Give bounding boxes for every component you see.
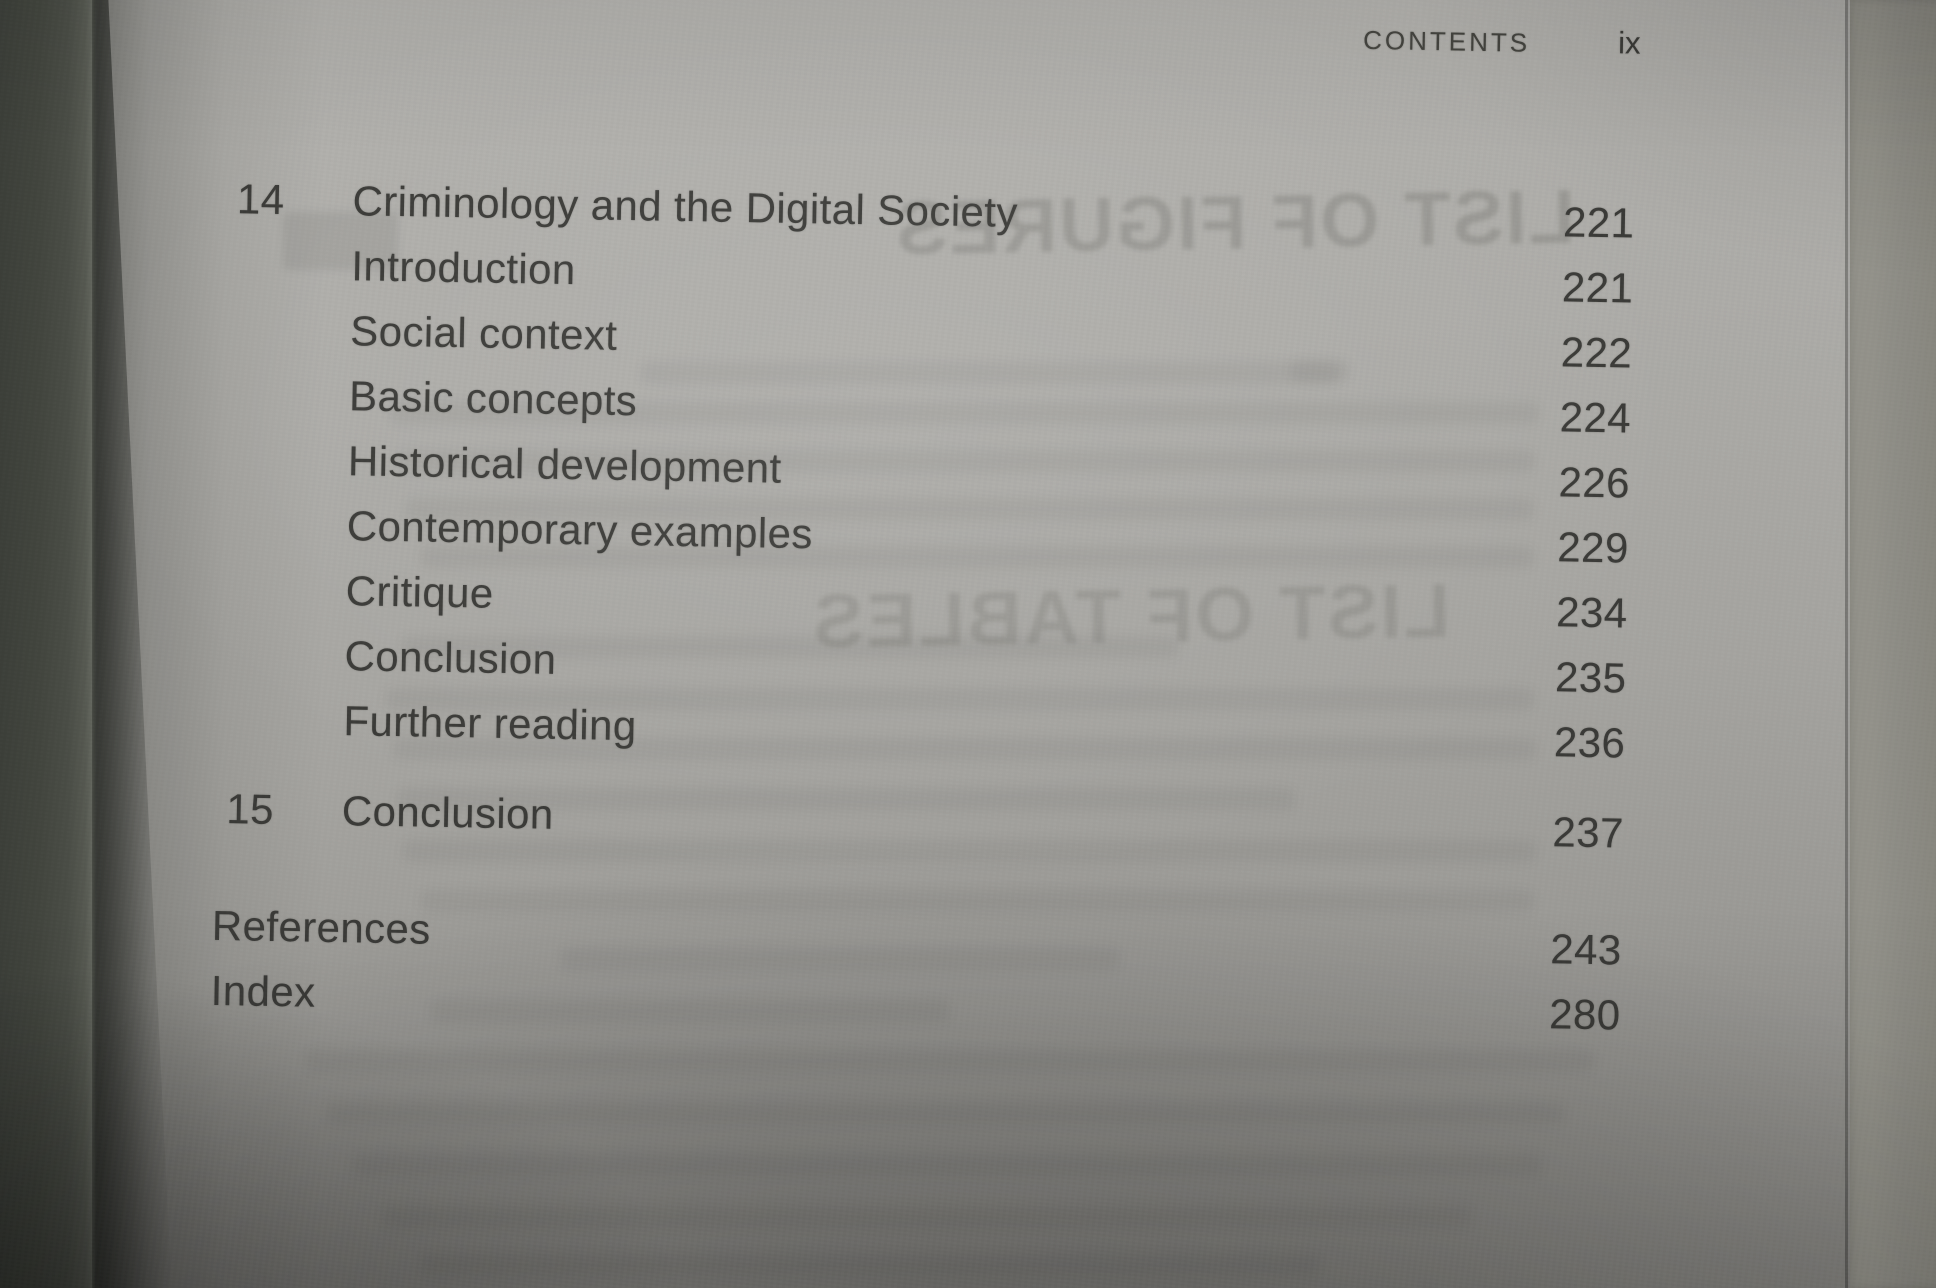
entry-page-number: 234 bbox=[1555, 588, 1628, 637]
entry-page-number: 235 bbox=[1554, 653, 1627, 702]
chapter-number bbox=[223, 278, 283, 279]
contents-header: CONTENTS bbox=[1362, 24, 1531, 58]
entry-page-number: 221 bbox=[1561, 263, 1634, 312]
chapter-number bbox=[218, 603, 278, 604]
toc-entry-row: 15 Conclusion 237 bbox=[213, 776, 1624, 866]
entry-page-number: 226 bbox=[1558, 458, 1631, 507]
table-of-contents: 14 Criminology and the Digital Society 2… bbox=[210, 166, 1635, 1047]
page-stack-edge bbox=[1845, 0, 1936, 1288]
paper-page bbox=[95, 0, 1936, 1288]
entry-page-number: 280 bbox=[1548, 990, 1621, 1039]
book-gutter-edge bbox=[0, 0, 97, 1288]
entry-page-number: 229 bbox=[1557, 523, 1630, 572]
entry-title: Conclusion bbox=[341, 787, 555, 838]
entry-page-number: 243 bbox=[1550, 925, 1623, 974]
chapter-number: 14 bbox=[236, 175, 285, 224]
chapter-number bbox=[220, 473, 280, 474]
entry-page-number: 236 bbox=[1553, 718, 1626, 767]
chapter-number bbox=[219, 538, 279, 539]
entry-page-number: 224 bbox=[1559, 393, 1632, 442]
chapter-number bbox=[222, 343, 282, 344]
chapter-number bbox=[221, 408, 281, 409]
chapter-number bbox=[216, 668, 276, 669]
entry-page-number: 237 bbox=[1552, 808, 1625, 857]
chapter-number bbox=[215, 733, 275, 734]
entry-page-number: 221 bbox=[1562, 198, 1635, 247]
entry-page-number: 222 bbox=[1560, 328, 1633, 377]
folio-page-number: ix bbox=[1617, 25, 1641, 61]
chapter-number: 15 bbox=[226, 785, 275, 833]
